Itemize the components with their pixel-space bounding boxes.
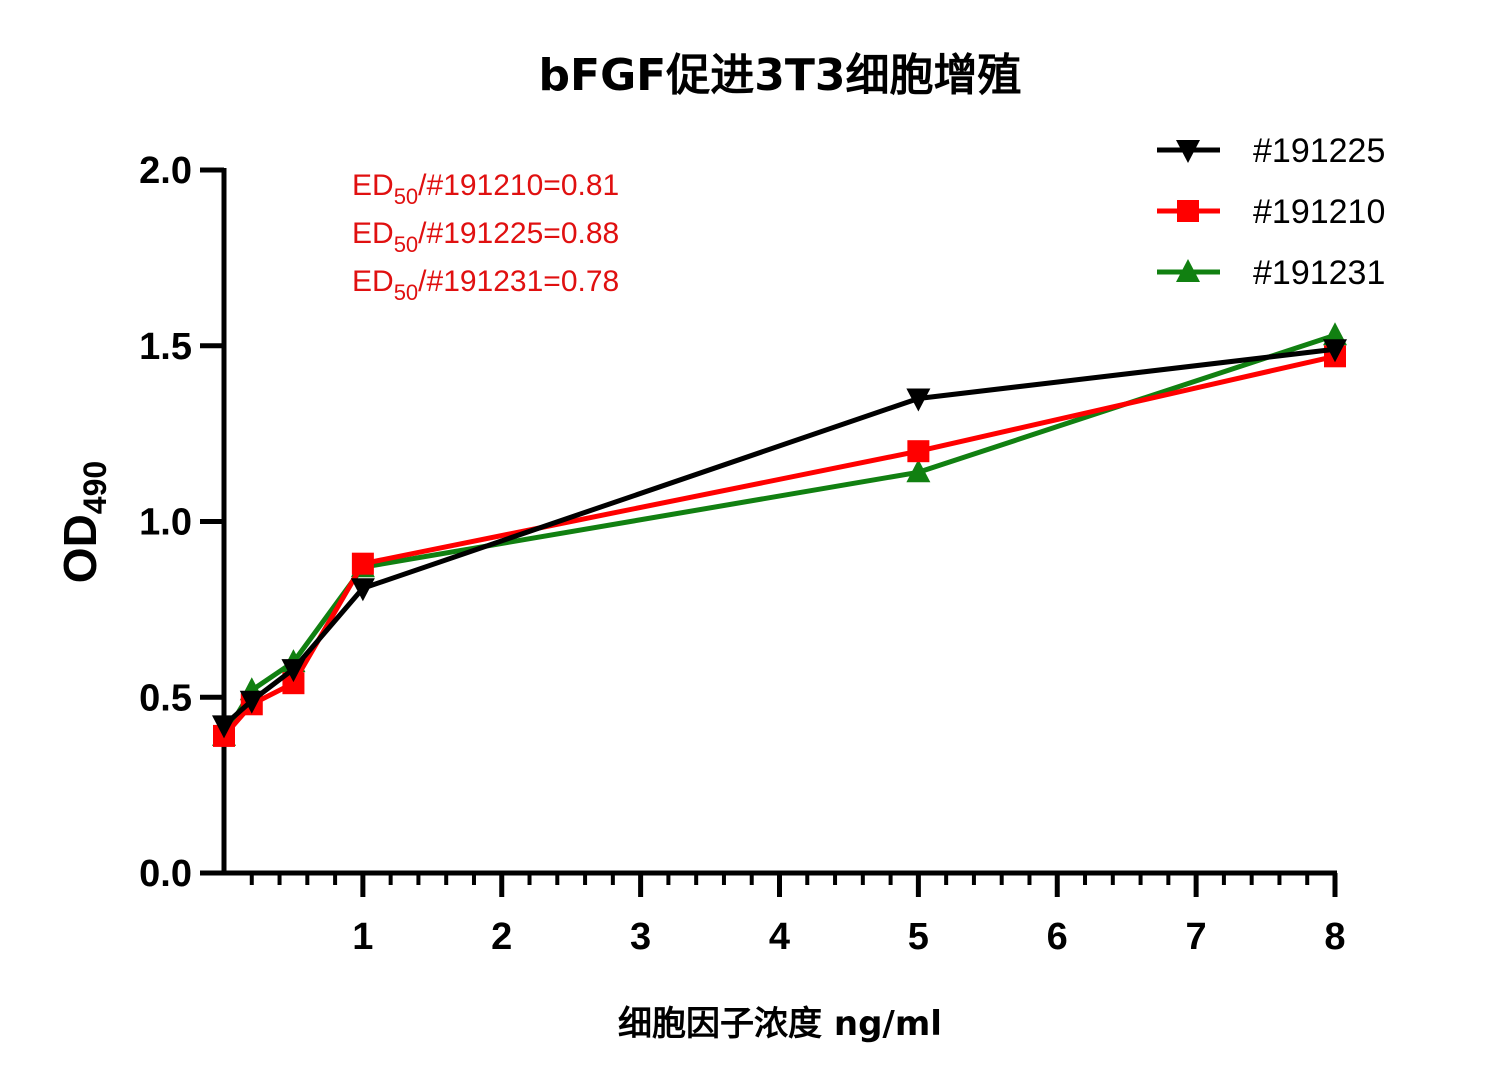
axes: 0.0 0.5 1.0 1.5 2.0 1 2 3 4 5 6 7 8 [139,150,1345,958]
y-axis-label-sub: 490 [77,461,113,514]
chart-title: bFGF促进3T3细胞增殖 [539,50,1022,101]
series-0-point-5 [1323,339,1347,363]
legend-marker-2 [1176,259,1200,282]
legend-label-0: #191225 [1253,132,1385,170]
series-0-point-3 [350,578,375,602]
series-2-point-4 [906,459,931,483]
legend-marker-0 [1176,140,1200,163]
legend-label-1: #191210 [1253,193,1385,231]
annotation-0: ED50/#191210=0.81 [352,169,619,209]
y-tick-label-3: 1.5 [139,326,192,368]
y-tick-label-2: 1.0 [139,502,192,544]
y-tick-label-0: 0.0 [139,853,192,895]
x-tick-label-4: 5 [908,916,929,958]
x-tick-label-3: 4 [769,916,790,958]
x-tick-label-7: 8 [1324,916,1345,958]
x-tick-label-2: 3 [630,916,651,958]
series-line-1 [222,353,1336,738]
x-axis-label: 细胞因子浓度 ng/ml [618,1004,942,1044]
series-1-point-3 [351,552,374,575]
x-tick-label-6: 7 [1186,916,1207,958]
annotation-1: ED50/#191225=0.88 [352,217,619,257]
series-line-0 [222,346,1336,728]
series-1-point-2 [282,672,305,695]
series-0-point-1 [239,690,264,714]
annotation-2: ED50/#191231=0.78 [352,265,619,305]
legend-label-2: #191231 [1253,254,1385,292]
y-tick-label-4: 2.0 [139,150,192,192]
x-tick-label-5: 6 [1047,916,1068,958]
y-axis-label-main: OD [54,514,106,583]
x-tick-label-1: 2 [491,916,512,958]
series-layer [212,322,1347,747]
series-1-point-4 [907,440,930,463]
ed50-annotations: ED50/#191210=0.81 ED50/#191225=0.88 ED50/#… [352,169,619,305]
series-0-point-0 [212,715,236,739]
series-1 [213,345,1346,747]
x-tick-label-0: 1 [352,916,373,958]
legend: #191225 #191210 #191231 [1157,132,1385,292]
y-axis-label: OD490 [54,461,113,583]
series-0-point-2 [281,659,306,683]
series-0-point-4 [906,388,931,412]
y-tick-label-1: 0.5 [139,677,192,719]
series-0 [212,339,1347,739]
legend-marker-1 [1177,200,1199,222]
series-2 [212,322,1347,746]
